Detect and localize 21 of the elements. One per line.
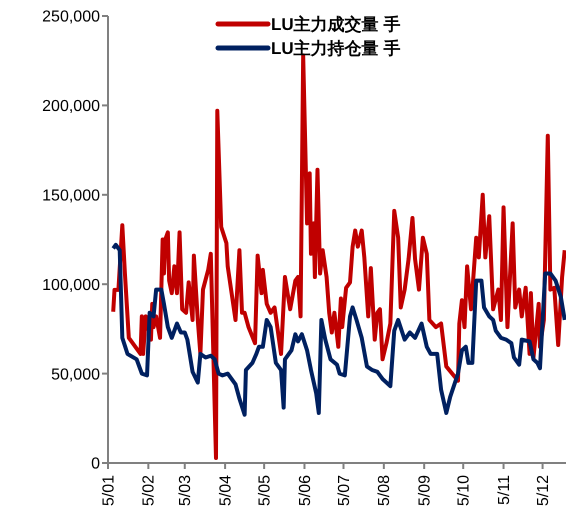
- x-tick-label: 5/09: [416, 474, 434, 506]
- line-series: [111, 242, 566, 417]
- x-tick-label: 5/12: [534, 474, 552, 506]
- x-tick-label: 5/05: [256, 474, 274, 506]
- y-tick-label: 200,000: [42, 98, 100, 116]
- y-tick-label: 100,000: [42, 276, 100, 294]
- y-tick-label: 250,000: [42, 8, 100, 26]
- x-tick-label: 5/08: [376, 474, 394, 506]
- legend-label: LU主力持仓量 手: [271, 38, 400, 60]
- y-tick-label: 150,000: [42, 187, 100, 204]
- legend-label: LU主力成交量 手: [271, 14, 400, 36]
- x-tick-label: 5/10: [456, 474, 473, 506]
- y-tick-label: 50,000: [51, 366, 100, 384]
- x-tick-label: 5/03: [177, 474, 194, 506]
- y-tick-label: 0: [91, 456, 100, 473]
- x-tick-label: 5/06: [296, 474, 314, 506]
- x-tick-label: 5/11: [496, 474, 513, 505]
- x-tick-label: 5/07: [336, 474, 353, 506]
- x-tick-label: 5/01: [100, 474, 118, 506]
- x-tick-label: 5/04: [217, 474, 234, 506]
- x-tick-label: 5/02: [140, 474, 158, 506]
